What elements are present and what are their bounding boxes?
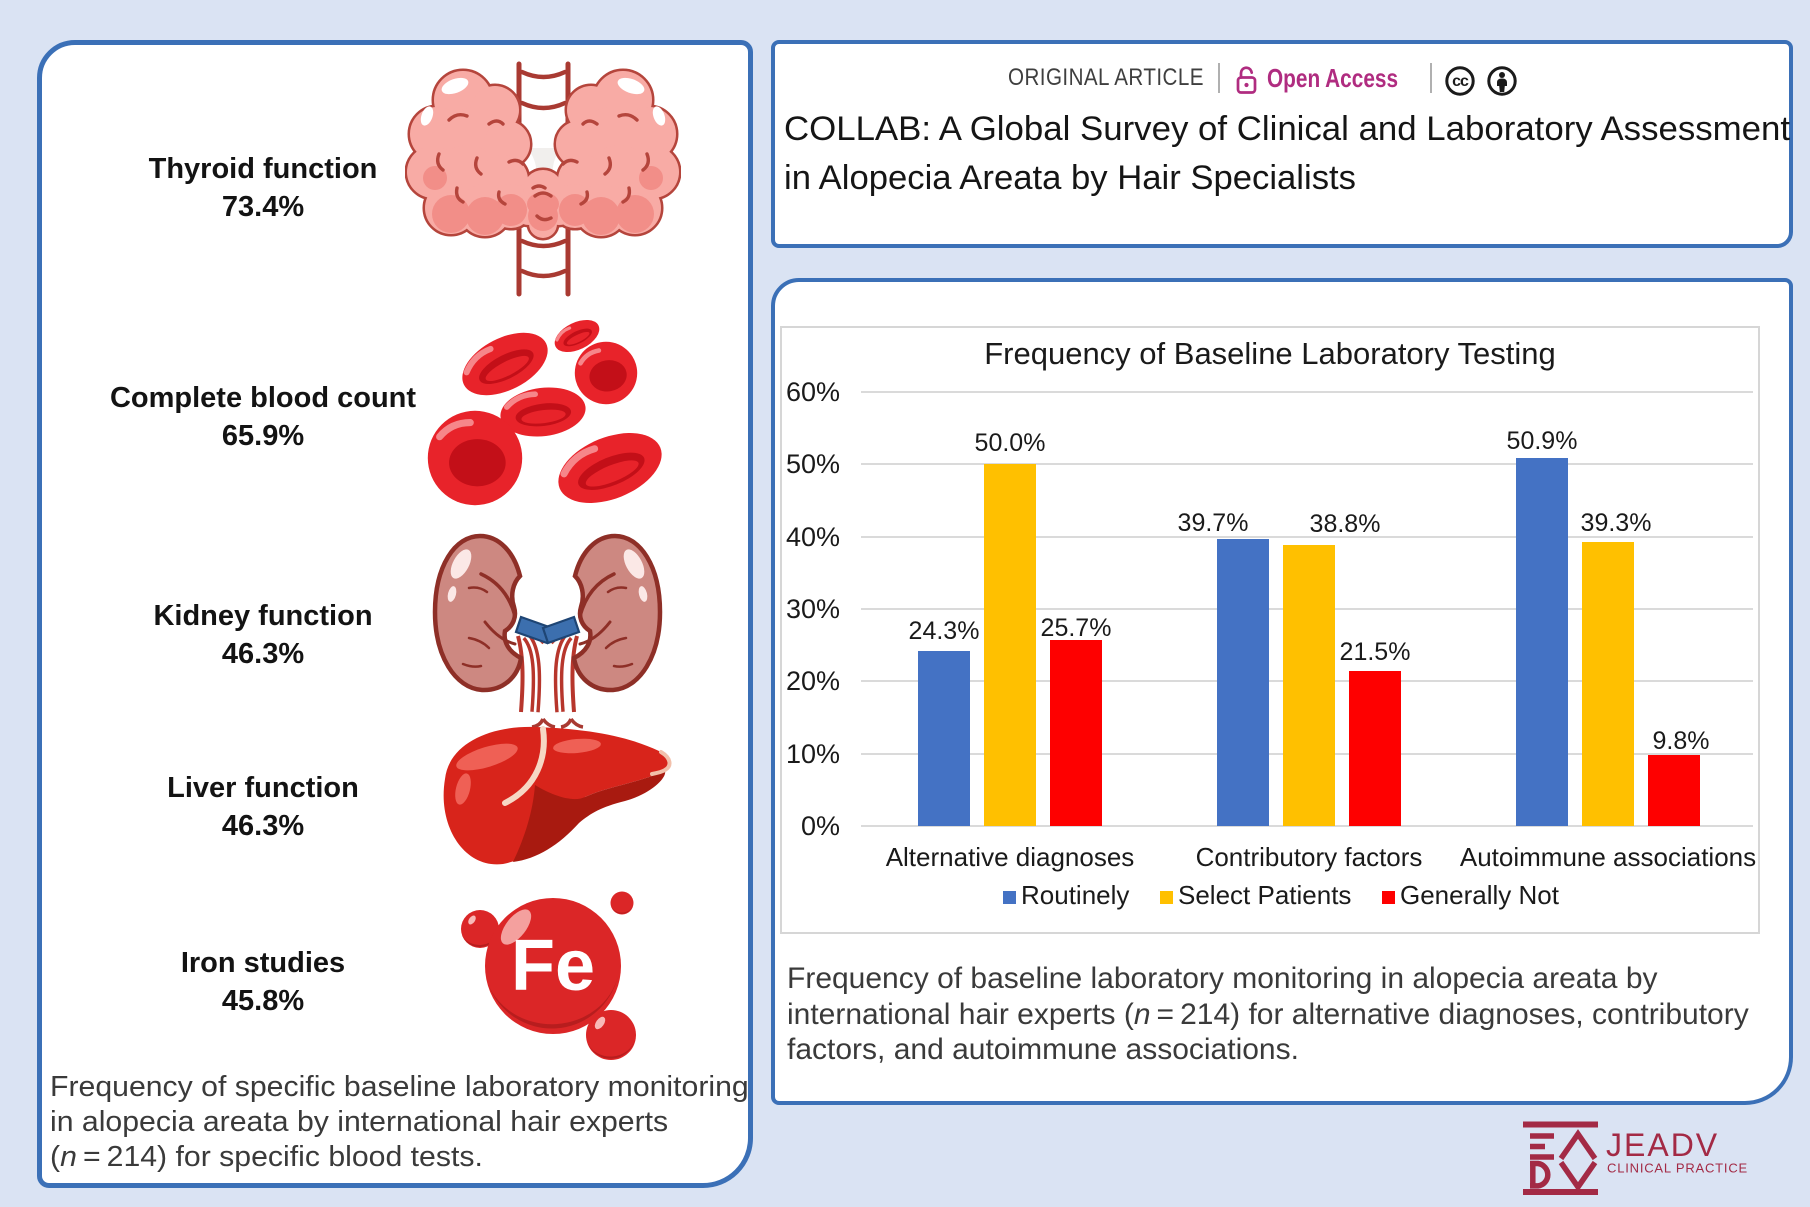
- svg-text:Fe: Fe: [511, 926, 595, 1006]
- svg-text:JEADV: JEADV: [1606, 1127, 1719, 1163]
- svg-text:cc: cc: [1452, 73, 1469, 90]
- svg-text:CLINICAL PRACTICE: CLINICAL PRACTICE: [1607, 1161, 1748, 1176]
